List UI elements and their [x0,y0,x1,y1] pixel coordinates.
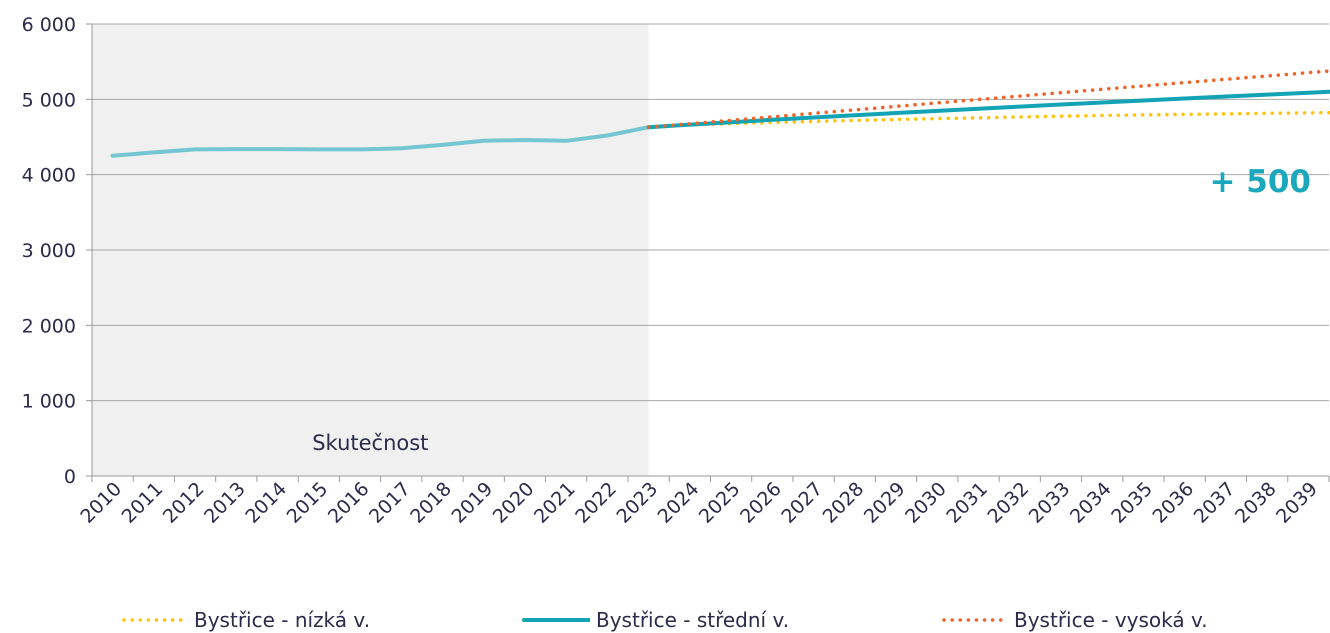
change-annotation: + 500 [1210,164,1311,200]
y-tick-label: 1 000 [22,391,76,413]
legend-swatch [522,618,590,622]
x-tick-label: 2019 [448,478,498,528]
legend-item: Bystřice - vysoká v. [940,608,1208,632]
x-tick-label: 2029 [860,478,910,528]
x-tick-label: 2016 [324,478,374,528]
legend-label: Bystřice - vysoká v. [1014,608,1208,632]
x-tick-label: 2023 [612,478,662,528]
y-tick-label: 3 000 [22,240,76,262]
x-tick-label: 2015 [283,478,333,528]
x-tick-label: 2013 [200,478,250,528]
x-tick-label: 2014 [241,478,291,528]
x-tick-label: 2025 [695,478,745,528]
y-tick-label: 4 000 [22,165,76,187]
x-tick-label: 2032 [984,478,1034,528]
x-tick-label: 2021 [530,478,580,528]
x-tick-label: 2020 [489,478,539,528]
x-tick-label: 2035 [1107,478,1157,528]
legend-item: Bystřice - střední v. [522,608,789,632]
x-tick-label: 2030 [901,478,951,528]
legend-swatch [122,618,184,622]
y-tick-label: 6 000 [22,14,76,36]
x-axis: 2010201120122013201420152016201720182019… [76,476,1330,528]
x-tick-label: 2012 [159,478,209,528]
x-tick-label: 2031 [942,478,992,528]
y-tick-label: 5 000 [22,89,76,111]
x-tick-label: 2028 [819,478,869,528]
x-tick-label: 2022 [571,478,621,528]
x-tick-label: 2036 [1148,478,1198,528]
x-tick-label: 2024 [654,478,704,528]
series-line [646,69,1330,129]
x-tick-label: 2027 [777,478,827,528]
x-tick-label: 2037 [1190,478,1240,528]
series-line [646,110,1330,129]
x-tick-label: 2026 [736,478,786,528]
legend-label: Bystřice - střední v. [596,608,790,632]
legend: Bystřice - nízká v. Bystřice - střední v.… [0,608,1330,633]
history-region-label: Skutečnost [312,431,428,455]
series-line [110,125,651,158]
y-tick-label: 0 [64,466,76,488]
series-line [646,89,1330,130]
legend-swatch [942,618,1004,622]
legend-label: Bystřice - nízká v. [194,608,371,632]
legend-item: Bystřice - nízká v. [120,608,370,632]
x-tick-label: 2017 [365,478,415,528]
y-axis: 0 1 000 2 000 3 000 4 000 5 000 6 000 [22,14,93,488]
x-tick-label: 2018 [406,478,456,528]
x-tick-label: 2011 [118,478,168,528]
x-tick-label: 2034 [1066,478,1116,528]
x-tick-label: 2010 [76,478,126,528]
series-lines [110,69,1330,158]
x-tick-label: 2033 [1025,478,1075,528]
x-tick-label: 2038 [1231,478,1281,528]
x-tick-label: 2039 [1272,478,1322,528]
y-tick-label: 2 000 [22,315,76,337]
annotations: + 500 [1210,164,1311,200]
